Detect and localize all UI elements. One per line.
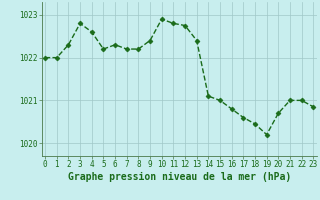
X-axis label: Graphe pression niveau de la mer (hPa): Graphe pression niveau de la mer (hPa) [68,172,291,182]
